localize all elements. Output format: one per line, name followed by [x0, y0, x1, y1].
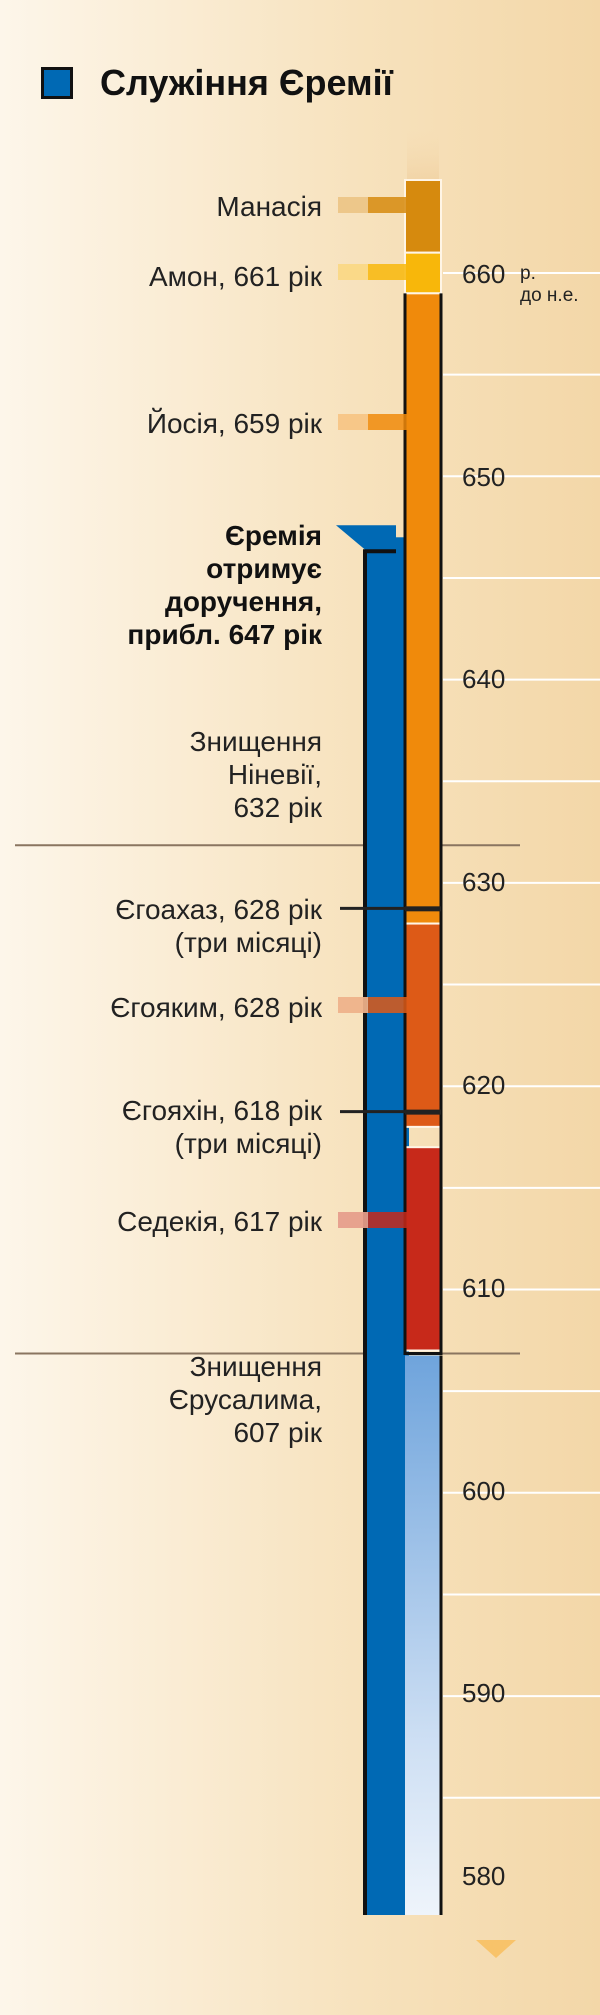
king-reign-segment [404, 251, 442, 295]
event-connector-fade [338, 1212, 368, 1228]
king-reign-segment [404, 292, 442, 925]
event-connector-fade [338, 197, 368, 213]
post-exile-column [405, 1355, 441, 1915]
event-label-line: Єрусалима, [168, 1384, 322, 1415]
tick-label-610: 610 [462, 1273, 506, 1303]
event-label-zedekiah: Седекія, 617 рік [117, 1205, 322, 1238]
tick-label-660: 660 [462, 259, 506, 289]
event-label-nineveh-destruction: Знищення Ніневії, 632 рік [190, 725, 322, 824]
ministry-start-flag [336, 525, 396, 552]
event-label-jehoahaz: Єгоахаз, 628 рік (три місяці) [115, 893, 322, 959]
tick-label-640: 640 [462, 664, 506, 694]
tick-label-590: 590 [462, 1678, 506, 1708]
event-connector-fade [338, 264, 368, 280]
event-label-line: Єгоахаз, 628 рік [115, 894, 322, 925]
king-reign-segment [404, 179, 442, 254]
axis-unit-label: р. до н.е. [520, 263, 579, 307]
event-connector-fade [338, 997, 368, 1013]
event-label-line: Єремія [224, 520, 322, 551]
continuation-arrow [476, 1940, 516, 1958]
event-label-jerusalem-destruction: Знищення Єрусалима, 607 рік [169, 1350, 322, 1449]
event-label-line: (три місяці) [174, 927, 322, 958]
tick-label-600: 600 [462, 1476, 506, 1506]
event-label-jeremiah-commission: Єремія отримує доручення, прибл. 647 рік [127, 519, 322, 651]
event-label-line: 607 рік [233, 1417, 322, 1448]
event-label-line: Амон, 661 рік [148, 261, 322, 292]
event-label-line: Знищення [189, 726, 322, 757]
king-reign-segment [404, 1146, 442, 1352]
tick-label-580: 580 [462, 1861, 506, 1891]
event-label-line: Йосія, 659 рік [146, 408, 322, 439]
event-label-jehoiakim: Єгояким, 628 рік [110, 991, 322, 1024]
event-label-amon: Амон, 661 рік [149, 260, 322, 293]
event-connector-fade [338, 414, 368, 430]
event-label-line: Седекія, 617 рік [117, 1206, 322, 1237]
event-label-line: Знищення [189, 1351, 322, 1382]
event-label-line: прибл. 647 рік [127, 619, 322, 650]
event-label-line: Єгояхін, 618 рік [121, 1095, 322, 1126]
tick-label-620: 620 [462, 1070, 506, 1100]
kings-column-outline [403, 293, 443, 1355]
event-label-line: Єгояким, 628 рік [110, 992, 322, 1023]
chart-title: Служіння Єремії [100, 62, 393, 103]
event-label-line: Манасія [216, 191, 322, 222]
short-reign-marker [405, 906, 441, 912]
event-label-manasseh: Манасія [216, 190, 322, 223]
legend-swatch [41, 67, 73, 99]
event-label-line: 632 рік [233, 792, 322, 823]
king-reign-segment [404, 922, 442, 1128]
axis-unit-line2: до н.е. [520, 285, 579, 306]
event-label-josiah: Йосія, 659 рік [147, 407, 322, 440]
event-label-line: доручення, [165, 586, 322, 617]
tick-label-630: 630 [462, 867, 506, 897]
event-label-line: (три місяці) [174, 1128, 322, 1159]
short-reign-marker [405, 1109, 441, 1115]
axis-unit-line1: р. [520, 263, 536, 284]
event-label-jehoiachin: Єгояхін, 618 рік (три місяці) [122, 1094, 322, 1160]
event-label-line: Ніневії, [227, 759, 322, 790]
tick-label-650: 650 [462, 462, 506, 492]
event-label-line: отримує [206, 553, 322, 584]
